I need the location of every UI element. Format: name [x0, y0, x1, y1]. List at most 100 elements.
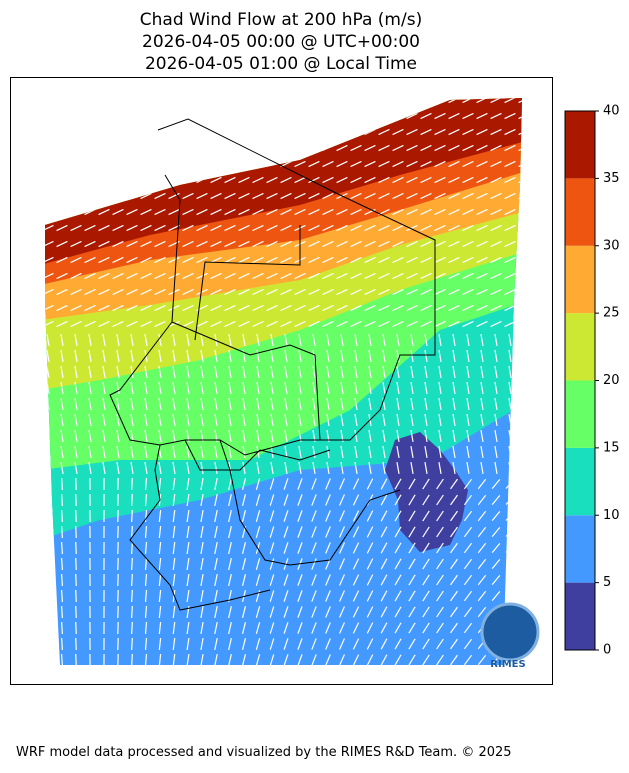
wind-arrow [519, 193, 530, 198]
wind-arrow [309, 113, 320, 118]
wind-arrow [225, 113, 236, 118]
wind-arrow [113, 113, 124, 118]
wind-arrow [520, 480, 528, 489]
wind-arrow [509, 462, 511, 474]
wind-arrow [43, 209, 54, 214]
wind-arrow [85, 113, 96, 118]
wind-arrow [183, 145, 194, 150]
title-line: 2026-04-05 00:00 @ UTC+00:00 [142, 32, 420, 52]
wind-arrow [169, 177, 180, 182]
wind-arrow [132, 638, 133, 650]
wind-arrow [523, 446, 525, 458]
wind-arrow [113, 193, 124, 198]
wind-arrow [141, 161, 152, 166]
wind-arrow [519, 257, 530, 262]
wind-arrow [506, 559, 514, 568]
colorbar-tick-label: 0 [603, 643, 611, 658]
wind-arrow [239, 145, 250, 150]
wind-arrow [295, 129, 306, 134]
wind-arrow [155, 145, 166, 150]
colorbar-band [565, 583, 595, 650]
wind-arrow [127, 161, 138, 166]
colorbar-band [565, 178, 595, 245]
wind-arrow [506, 527, 514, 536]
wind-arrow [197, 97, 208, 102]
wind-arrow [435, 97, 446, 102]
wind-arrow [132, 510, 133, 522]
wind-arrow [337, 97, 348, 102]
wind-arrow [225, 97, 236, 102]
wind-arrow [127, 177, 138, 182]
wind-arrow [113, 129, 124, 134]
wind-arrow [76, 510, 77, 522]
wind-arrow [47, 510, 48, 522]
wind-arrow [57, 129, 68, 134]
wind-arrow [76, 590, 77, 602]
wind-arrow [62, 494, 63, 506]
wind-arrow [43, 129, 54, 134]
wind-arrow [99, 177, 110, 182]
wind-arrow [47, 494, 48, 506]
wind-arrow [132, 478, 133, 490]
wind-arrow [169, 145, 180, 150]
wind-arrow [113, 177, 124, 182]
wind-arrow [267, 113, 278, 118]
wind-arrow [76, 638, 77, 650]
wind-arrow [523, 350, 525, 362]
wind-arrow [99, 145, 110, 150]
wind-arrow [85, 97, 96, 102]
wind-arrow [62, 526, 63, 538]
wind-arrow [57, 161, 68, 166]
wind-arrow [506, 575, 514, 584]
wind-arrow [211, 161, 222, 166]
wind-arrow [211, 145, 222, 150]
wind-arrow [520, 592, 528, 601]
wind-arrow [76, 606, 77, 618]
wind-arrow [407, 97, 418, 102]
wind-arrow [62, 654, 63, 666]
wind-arrow [281, 113, 292, 118]
wind-arrow [47, 606, 48, 618]
wind-arrow [281, 145, 292, 150]
wind-arrow [99, 193, 110, 198]
wind-arrow [239, 129, 250, 134]
wind-arrow [62, 478, 63, 490]
wind-arrow [62, 558, 63, 570]
wind-arrow [99, 161, 110, 166]
wind-arrow [43, 193, 54, 198]
wind-arrow [323, 129, 334, 134]
wind-arrow [169, 113, 180, 118]
wind-arrow [47, 574, 48, 586]
wind-arrow [85, 161, 96, 166]
wind-arrow [71, 113, 82, 118]
wind-arrow [99, 97, 110, 102]
wind-arrow [47, 414, 49, 426]
wind-arrow [253, 113, 264, 118]
wind-arrow [225, 161, 236, 166]
wind-arrow [197, 145, 208, 150]
wind-arrow [211, 113, 222, 118]
colorbar-band [565, 111, 595, 178]
wind-arrow [519, 321, 530, 326]
wind-arrow [309, 129, 320, 134]
wind-arrow [183, 129, 194, 134]
wind-arrow [365, 97, 376, 102]
colorbar-band [565, 246, 595, 313]
colorbar-band [565, 515, 595, 582]
wind-arrow [113, 145, 124, 150]
wind-arrow [523, 462, 525, 474]
wind-arrow [43, 113, 54, 118]
wind-arrow [47, 430, 49, 442]
wind-arrow [113, 97, 124, 102]
wind-arrow [76, 654, 77, 666]
wind-arrow [43, 177, 54, 182]
wind-arrow [71, 97, 82, 102]
wind-arrow [519, 241, 530, 246]
wind-arrow [85, 129, 96, 134]
wind-arrow [519, 305, 530, 310]
wind-arrow [127, 113, 138, 118]
wind-arrow [132, 590, 133, 602]
wind-arrow [520, 496, 528, 505]
wind-arrow [295, 145, 306, 150]
wind-arrow [132, 606, 133, 618]
